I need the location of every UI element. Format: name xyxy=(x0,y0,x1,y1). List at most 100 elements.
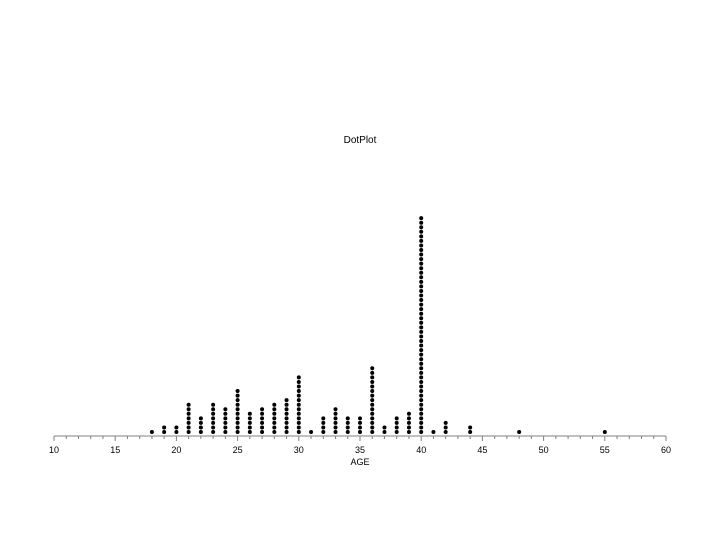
data-point xyxy=(370,398,375,403)
data-point xyxy=(223,407,228,412)
data-point xyxy=(370,402,375,407)
data-point xyxy=(296,411,301,416)
x-tick-label: 40 xyxy=(416,445,426,455)
data-point xyxy=(235,416,240,421)
data-point xyxy=(419,320,424,325)
data-point xyxy=(419,261,424,266)
data-point xyxy=(370,416,375,421)
data-point xyxy=(284,398,289,403)
data-point xyxy=(247,420,252,425)
data-point xyxy=(247,430,252,434)
data-point xyxy=(370,379,375,384)
data-point xyxy=(419,266,424,271)
data-point xyxy=(174,430,179,434)
data-point xyxy=(419,420,424,425)
data-point xyxy=(296,393,301,398)
data-point xyxy=(419,384,424,389)
data-point xyxy=(419,402,424,407)
x-tick-label: 25 xyxy=(233,445,243,455)
data-point xyxy=(309,430,314,434)
data-point xyxy=(186,416,191,421)
data-point xyxy=(406,416,411,421)
data-point xyxy=(419,425,424,430)
data-point xyxy=(419,252,424,257)
x-tick-label: 10 xyxy=(49,445,59,455)
data-point xyxy=(272,425,277,430)
data-point xyxy=(370,411,375,416)
data-point xyxy=(419,298,424,303)
data-point xyxy=(419,343,424,348)
data-point xyxy=(370,393,375,398)
data-point xyxy=(419,248,424,252)
data-point xyxy=(419,288,424,293)
data-point xyxy=(272,430,277,434)
data-point xyxy=(333,430,338,434)
data-point xyxy=(296,402,301,407)
data-point xyxy=(419,375,424,380)
data-point xyxy=(296,398,301,403)
x-tick-label: 15 xyxy=(110,445,120,455)
data-point xyxy=(247,416,252,421)
data-point xyxy=(419,407,424,412)
data-point xyxy=(272,416,277,421)
x-axis-tick-labels: 10 15 20 25 30 35 40 45 50 55 60 xyxy=(49,445,671,455)
data-point xyxy=(333,425,338,430)
data-point xyxy=(260,407,265,412)
data-point xyxy=(345,430,350,434)
data-point xyxy=(198,420,203,425)
data-point xyxy=(419,361,424,366)
data-point xyxy=(321,425,326,430)
x-tick-label: 50 xyxy=(539,445,549,455)
data-point xyxy=(235,411,240,416)
data-point xyxy=(419,325,424,330)
data-point xyxy=(419,370,424,375)
data-point xyxy=(211,407,216,412)
data-point xyxy=(370,420,375,425)
data-point xyxy=(419,284,424,289)
data-point xyxy=(382,430,387,434)
data-point xyxy=(235,398,240,403)
data-point xyxy=(186,430,191,434)
data-point xyxy=(419,220,424,225)
data-point xyxy=(296,375,301,380)
data-point xyxy=(211,425,216,430)
x-tick-label: 30 xyxy=(294,445,304,455)
data-point xyxy=(419,430,424,434)
data-point xyxy=(419,357,424,362)
data-point xyxy=(272,402,277,407)
data-point xyxy=(468,425,473,430)
data-point xyxy=(419,393,424,398)
data-point xyxy=(358,416,362,421)
data-point xyxy=(272,411,277,416)
data-point xyxy=(186,402,191,407)
data-point xyxy=(370,384,375,389)
data-point xyxy=(419,216,424,221)
data-point xyxy=(419,225,424,230)
data-point xyxy=(284,425,289,430)
data-point xyxy=(235,430,240,434)
data-point xyxy=(162,425,167,430)
chart-title: DotPlot xyxy=(344,135,377,146)
data-points xyxy=(149,216,607,434)
data-point xyxy=(211,430,216,434)
data-point xyxy=(345,420,350,425)
data-point xyxy=(284,402,289,407)
data-point xyxy=(468,430,473,434)
data-point xyxy=(247,411,252,416)
data-point xyxy=(333,407,338,412)
data-point xyxy=(419,279,424,284)
data-point xyxy=(419,366,424,371)
data-point xyxy=(394,425,399,430)
data-point xyxy=(419,339,424,343)
data-point xyxy=(223,425,228,430)
data-point xyxy=(260,425,265,430)
data-point xyxy=(186,420,191,425)
data-point xyxy=(419,257,424,262)
data-point xyxy=(333,411,338,416)
data-point xyxy=(284,430,289,434)
data-point xyxy=(284,407,289,412)
data-point xyxy=(333,416,338,421)
data-point xyxy=(419,302,424,307)
data-point xyxy=(284,416,289,421)
data-point xyxy=(321,416,326,421)
